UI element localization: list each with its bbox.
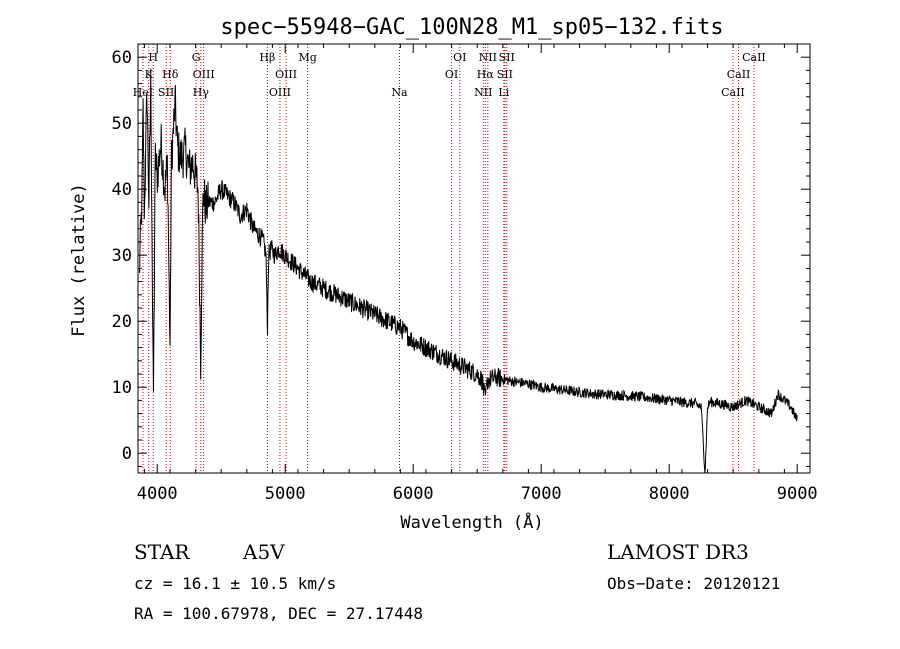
series-spectrum (138, 68, 798, 474)
line-label-3: SII (158, 86, 174, 99)
line-label-18: SII (499, 51, 515, 64)
x-tick-label: 9000 (777, 484, 818, 504)
series-layer (138, 68, 798, 474)
line-label-21: CaII (742, 51, 766, 64)
plot-frame (137, 43, 811, 474)
line-label-12: Na (391, 86, 408, 99)
x-tick-label: 6000 (393, 484, 434, 504)
line-label-20: Li (498, 86, 509, 99)
y-tick-label: 10 (112, 378, 132, 398)
x-tick-label: 5000 (265, 484, 306, 504)
line-label-7: Hγ (193, 86, 210, 99)
line-label-4: Hδ (162, 68, 179, 81)
redshift-cz: cz = 16.1 ± 10.5 km/s (134, 574, 337, 593)
line-label-23: CaII (721, 86, 745, 99)
axis-ticks-layer: 4000 5000 6000 7000 8000 9000 0 10 20 30 40 50 60 (112, 43, 818, 504)
y-tick-label: 0 (122, 444, 132, 464)
line-label-14: OI (445, 68, 458, 81)
y-tick-label: 40 (112, 180, 132, 200)
line-label-13: OI (453, 51, 466, 64)
line-label-6: OIII (193, 68, 215, 81)
line-label-11: Mg (298, 51, 316, 64)
line-label-10: OIII (269, 86, 291, 99)
object-class: STAR (134, 540, 190, 564)
x-tick-label: 8000 (649, 484, 690, 504)
survey-name: LAMOST DR3 (607, 540, 749, 564)
y-tick-label: 50 (112, 114, 132, 134)
line-label-0: K (145, 68, 154, 81)
y-axis-label: Flux (relative) (69, 183, 89, 337)
line-label-5: G (192, 51, 201, 64)
line-label-8: Hβ (259, 51, 275, 64)
line-label-22: CaII (727, 68, 751, 81)
line-label-17: NII (474, 86, 492, 99)
y-tick-label: 30 (112, 246, 132, 266)
y-tick-label: 60 (112, 48, 132, 68)
line-label-15: NII (479, 51, 497, 64)
ra-dec: RA = 100.67978, DEC = 27.17448 (134, 604, 423, 623)
line-label-9: OIII (275, 68, 297, 81)
line-label-1: H (148, 51, 158, 64)
chart-title: spec−55948−GAC_100N28_M1_sp05−132.fits (220, 15, 723, 40)
object-subclass: A5V (243, 540, 285, 564)
line-label-16: Hα (477, 68, 495, 81)
x-tick-label: 7000 (521, 484, 562, 504)
obs-date: Obs−Date: 20120121 (607, 574, 781, 593)
x-tick-label: 4000 (137, 484, 178, 504)
x-axis-label: Wavelength (Å) (400, 511, 543, 533)
y-tick-label: 20 (112, 312, 132, 332)
line-label-19: SII (497, 68, 513, 81)
